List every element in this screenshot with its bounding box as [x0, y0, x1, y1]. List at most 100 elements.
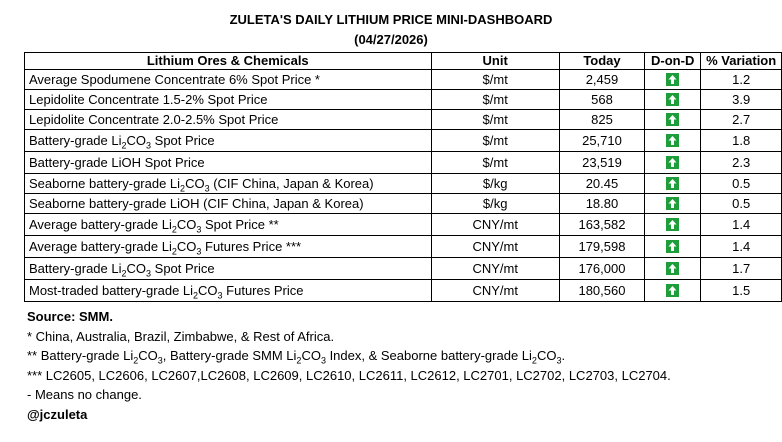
row-unit: $/mt	[430, 129, 560, 152]
row-name-text: CO	[176, 239, 197, 254]
table-row: Lepidolite Concentrate 1.5-2% Spot Price…	[24, 89, 782, 110]
subscript: 3	[146, 140, 152, 151]
row-name-text: CO	[176, 217, 197, 232]
row-name: Seaborne battery-grade LiOH (CIF China, …	[24, 193, 432, 214]
table-row: Average battery-grade Li2CO3 Spot Price …	[24, 213, 782, 236]
subscript: 2	[193, 290, 199, 301]
subscript: 3	[146, 268, 152, 279]
dashboard-title: ZULETA'S DAILY LITHIUM PRICE MINI-DASHBO…	[229, 12, 553, 27]
row-dod	[644, 109, 702, 130]
row-dod	[644, 279, 702, 302]
subscript: 3	[157, 355, 163, 366]
row-dod	[644, 69, 702, 90]
row-dod	[644, 213, 702, 236]
table-header-row: Lithium Ores & Chemicals Unit Today D-on…	[24, 52, 782, 70]
row-name-text: Spot Price	[151, 133, 215, 148]
row-today-value: 2,459	[558, 69, 646, 90]
row-today-value: 180,560	[558, 279, 646, 302]
header-name: Lithium Ores & Chemicals	[24, 52, 432, 70]
subscript: 2	[171, 224, 177, 235]
row-dod	[644, 235, 702, 258]
subscript: 2	[171, 246, 177, 257]
row-unit: $/kg	[430, 173, 560, 194]
table-row: Seaborne battery-grade LiOH (CIF China, …	[24, 193, 782, 214]
table-row: Average battery-grade Li2CO3 Futures Pri…	[24, 235, 782, 258]
table-row: Battery-grade LiOH Spot Price $/mt 23,519 2…	[24, 151, 782, 174]
subscript: 3	[196, 224, 202, 235]
table-row: Seaborne battery-grade Li2CO3 (CIF China…	[24, 173, 782, 194]
subscript: 2	[121, 268, 127, 279]
row-unit: $/mt	[430, 89, 560, 110]
subscript: 3	[556, 355, 562, 366]
footnotes: Source: SMM. * China, Australia, Brazil,…	[27, 307, 671, 424]
row-variation: 2.3	[700, 151, 782, 174]
row-dod	[644, 193, 702, 214]
footnote-2-part: , Battery-grade SMM Li	[162, 348, 297, 363]
row-today-value: 176,000	[558, 257, 646, 280]
row-unit: CNY/mt	[430, 235, 560, 258]
row-today-value: 18.80	[558, 193, 646, 214]
row-name-text: Average battery-grade Li	[29, 217, 172, 232]
row-name-text: Battery-grade Li	[29, 261, 122, 276]
subscript: 3	[204, 183, 210, 194]
row-name-text: CO	[126, 261, 147, 276]
price-table: Lithium Ores & Chemicals Unit Today D-on…	[24, 52, 782, 302]
up-arrow-icon	[666, 93, 680, 107]
row-unit: $/mt	[430, 109, 560, 130]
row-name-text: Lepidolite Concentrate 1.5-2% Spot Price	[29, 92, 268, 107]
subscript: 3	[217, 290, 223, 301]
footnote-2-part: Index, & Seaborne battery-grade Li	[325, 348, 532, 363]
row-unit: $/mt	[430, 151, 560, 174]
row-variation: 0.5	[700, 193, 782, 214]
row-today-value: 568	[558, 89, 646, 110]
row-name: Lepidolite Concentrate 2.0-2.5% Spot Pri…	[24, 109, 432, 130]
row-unit: CNY/mt	[430, 213, 560, 236]
row-variation: 1.5	[700, 279, 782, 302]
row-name-text: Spot Price **	[201, 217, 279, 232]
row-variation: 1.2	[700, 69, 782, 90]
row-name-text: Seaborne battery-grade LiOH (CIF China, …	[29, 196, 364, 211]
subscript: 2	[531, 355, 537, 366]
row-name-text: (CIF China, Japan & Korea)	[209, 176, 374, 191]
row-unit: $/mt	[430, 69, 560, 90]
footnote-2-part: ** Battery-grade Li	[27, 348, 134, 363]
row-dod	[644, 89, 702, 110]
row-name: Most-traded battery-grade Li2CO3 Futures…	[24, 279, 432, 302]
footnote-2-part: CO	[138, 348, 158, 363]
row-variation: 1.4	[700, 213, 782, 236]
row-name-text: CO	[126, 133, 147, 148]
row-today-value: 825	[558, 109, 646, 130]
row-today-value: 179,598	[558, 235, 646, 258]
row-variation: 2.7	[700, 109, 782, 130]
row-today-value: 20.45	[558, 173, 646, 194]
row-dod	[644, 173, 702, 194]
header-unit: Unit	[430, 52, 560, 70]
row-name: Lepidolite Concentrate 1.5-2% Spot Price	[24, 89, 432, 110]
subscript: 2	[296, 355, 302, 366]
row-name-text: Average battery-grade Li	[29, 239, 172, 254]
row-unit: CNY/mt	[430, 279, 560, 302]
row-variation: 0.5	[700, 173, 782, 194]
row-variation: 1.7	[700, 257, 782, 280]
subscript: 2	[121, 140, 127, 151]
row-name: Battery-grade Li2CO3 Spot Price	[24, 129, 432, 152]
row-name-text: Lepidolite Concentrate 2.0-2.5% Spot Pri…	[29, 112, 279, 127]
row-unit: CNY/mt	[430, 257, 560, 280]
row-today-value: 163,582	[558, 213, 646, 236]
subscript: 2	[133, 355, 139, 366]
up-arrow-icon	[666, 284, 680, 298]
row-variation: 3.9	[700, 89, 782, 110]
footnote-2-part: .	[561, 348, 566, 363]
header-variation: % Variation	[700, 52, 782, 70]
up-arrow-icon	[666, 156, 680, 170]
row-name-text: Futures Price	[222, 283, 304, 298]
row-variation: 1.8	[700, 129, 782, 152]
row-dod	[644, 151, 702, 174]
footnote-1: * China, Australia, Brazil, Zimbabwe, & …	[27, 328, 335, 344]
row-name-text: Futures Price ***	[201, 239, 302, 254]
author-handle[interactable]: @jczuleta	[27, 406, 88, 422]
up-arrow-icon	[666, 240, 680, 254]
table-row: Average Spodumene Concentrate 6% Spot Pr…	[24, 69, 782, 90]
row-name-text: Battery-grade LiOH Spot Price	[29, 155, 205, 170]
up-arrow-icon	[666, 177, 680, 191]
